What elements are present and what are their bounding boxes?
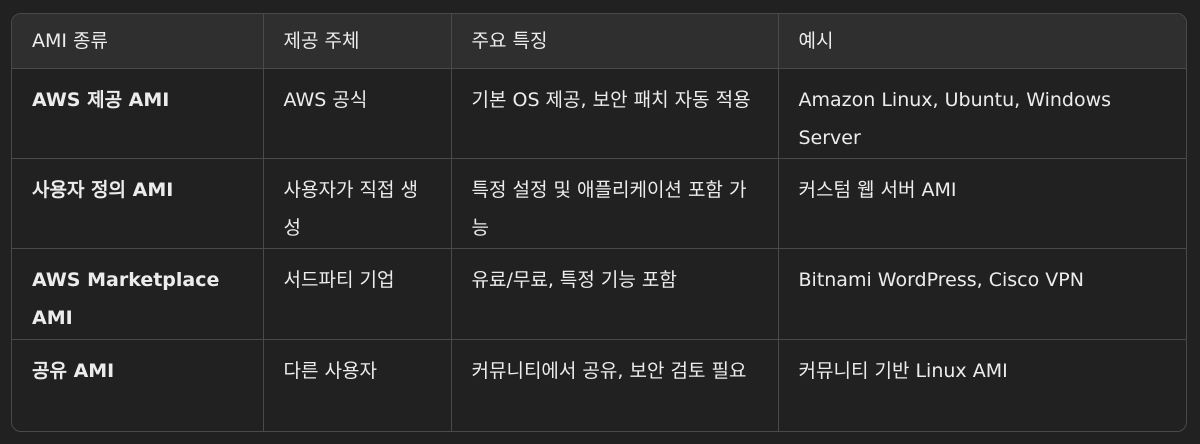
cell-ami-type: AWS Marketplace AMI xyxy=(12,248,264,340)
cell-features: 유료/무료, 특정 기능 포함 xyxy=(451,248,779,340)
table-row: 공유 AMI 다른 사용자 커뮤니티에서 공유, 보안 검토 필요 커뮤니티 기… xyxy=(12,339,1186,431)
column-header-features: 주요 특징 xyxy=(451,14,779,69)
cell-examples: Bitnami WordPress, Cisco VPN xyxy=(778,248,1186,340)
cell-features: 기본 OS 제공, 보안 패치 자동 적용 xyxy=(451,68,779,159)
cell-provider: 사용자가 직접 생성 xyxy=(263,158,452,249)
cell-features: 특정 설정 및 애플리케이션 포함 가능 xyxy=(451,158,779,249)
cell-ami-type: AWS 제공 AMI xyxy=(12,68,264,159)
table-row: 사용자 정의 AMI 사용자가 직접 생성 특정 설정 및 애플리케이션 포함 … xyxy=(12,158,1186,249)
cell-examples: 커스텀 웹 서버 AMI xyxy=(778,158,1186,249)
table-row: AWS 제공 AMI AWS 공식 기본 OS 제공, 보안 패치 자동 적용 … xyxy=(12,68,1186,159)
cell-provider: 다른 사용자 xyxy=(263,339,452,431)
column-header-examples: 예시 xyxy=(778,14,1186,69)
column-header-ami-type: AMI 종류 xyxy=(12,14,264,69)
ami-types-table: AMI 종류 제공 주체 주요 특징 예시 AWS 제공 AMI AWS 공식 … xyxy=(12,14,1186,431)
table-row: AWS Marketplace AMI 서드파티 기업 유료/무료, 특정 기능… xyxy=(12,248,1186,340)
ami-types-table-container: AMI 종류 제공 주체 주요 특징 예시 AWS 제공 AMI AWS 공식 … xyxy=(11,13,1187,432)
cell-provider: AWS 공식 xyxy=(263,68,452,159)
cell-features: 커뮤니티에서 공유, 보안 검토 필요 xyxy=(451,339,779,431)
table-header-row: AMI 종류 제공 주체 주요 특징 예시 xyxy=(12,14,1186,69)
column-header-provider: 제공 주체 xyxy=(263,14,452,69)
cell-ami-type: 공유 AMI xyxy=(12,339,264,431)
cell-examples: 커뮤니티 기반 Linux AMI xyxy=(798,359,1008,382)
cell-examples: Amazon Linux, Ubuntu, Windows Server xyxy=(778,68,1186,159)
cell-provider: 서드파티 기업 xyxy=(263,248,452,340)
cell-ami-type: 사용자 정의 AMI xyxy=(12,158,264,249)
